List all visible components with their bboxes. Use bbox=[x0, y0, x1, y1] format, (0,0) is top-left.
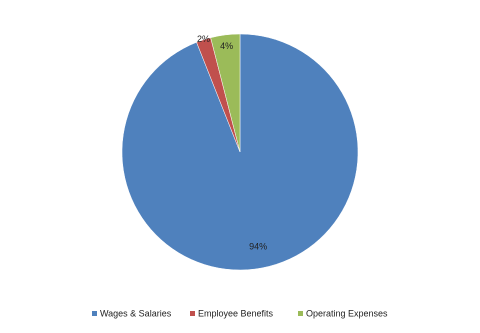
legend-marker bbox=[92, 311, 97, 316]
data-label: 2% bbox=[197, 34, 210, 44]
legend-marker bbox=[298, 311, 303, 316]
data-label: 4% bbox=[220, 41, 233, 51]
data-label: 94% bbox=[249, 241, 267, 251]
pie-slice bbox=[210, 33, 241, 153]
legend-label: Operating Expenses bbox=[306, 308, 388, 318]
legend-marker bbox=[190, 311, 195, 316]
legend-label: Wages & Salaries bbox=[100, 308, 172, 318]
legend-label: Employee Benefits bbox=[198, 308, 274, 318]
